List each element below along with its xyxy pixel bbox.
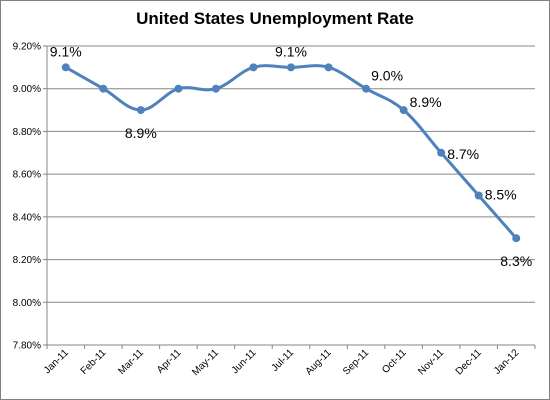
data-label: 9.1%	[275, 43, 307, 59]
data-point	[211, 84, 220, 93]
data-label: 8.9%	[125, 125, 157, 141]
data-label: 9.0%	[371, 68, 403, 84]
y-tick-label: 7.80%	[13, 341, 41, 352]
data-point	[287, 63, 295, 72]
data-point	[249, 63, 258, 72]
x-tick-label: Dec-11	[454, 347, 484, 377]
y-tick-label: 9.00%	[13, 84, 41, 95]
x-tick-label: Jan-11	[42, 347, 71, 376]
data-point	[474, 191, 483, 200]
y-tick-label: 8.80%	[13, 127, 41, 138]
data-point	[174, 84, 183, 93]
data-point	[362, 84, 371, 93]
x-tick-label: Jul-11	[270, 347, 297, 374]
data-label: 8.3%	[500, 253, 532, 269]
x-tick-label: Jun-11	[230, 347, 259, 376]
y-tick-label: 8.60%	[13, 170, 41, 181]
y-tick-label: 9.20%	[13, 42, 41, 53]
data-point	[399, 106, 408, 115]
x-tick-label: Aug-11	[304, 347, 334, 377]
x-tick-label: Oct-11	[380, 347, 409, 376]
chart-title: United States Unemployment Rate	[136, 9, 414, 28]
x-tick-label: Sep-11	[341, 347, 371, 377]
y-tick-label: 8.20%	[13, 255, 41, 266]
y-tick-label: 8.00%	[13, 298, 41, 309]
data-point	[136, 106, 145, 115]
y-tick-label: 8.40%	[13, 212, 41, 223]
data-point	[61, 63, 70, 72]
x-tick-label: Nov-11	[416, 347, 446, 377]
x-tick-label: Mar-11	[116, 347, 146, 377]
data-point	[437, 148, 446, 157]
data-label: 8.7%	[447, 146, 479, 162]
x-tick-label: Jan-12	[492, 347, 522, 377]
x-tick-label: Feb-11	[79, 347, 109, 377]
data-point	[324, 63, 333, 72]
data-point	[512, 234, 521, 243]
data-label: 8.5%	[485, 187, 517, 203]
data-label: 8.9%	[410, 94, 442, 110]
x-tick-label: May-11	[190, 347, 221, 378]
x-tick-label: Apr-11	[155, 347, 184, 376]
data-point	[99, 84, 108, 93]
data-label: 9.1%	[50, 43, 82, 59]
